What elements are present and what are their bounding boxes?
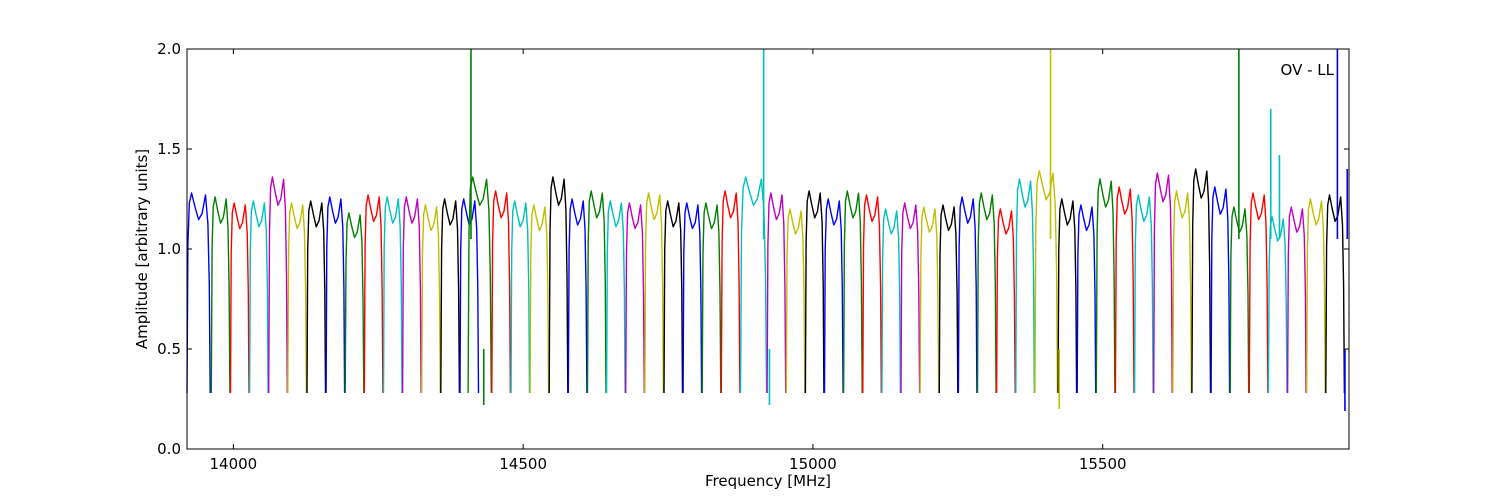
series-line-6 — [306, 200, 327, 394]
series-line-46 — [1076, 204, 1097, 394]
y-tick-label-2: 1.0 — [157, 240, 181, 258]
y-tick-label-3: 1.5 — [157, 140, 181, 158]
series-layer — [186, 49, 1349, 411]
series-line-11 — [401, 196, 422, 394]
series-line-16 — [491, 190, 512, 394]
series-line-7 — [325, 196, 346, 394]
series-line-19 — [548, 176, 569, 394]
series-line-28 — [720, 190, 741, 394]
series-line-44 — [1034, 170, 1059, 394]
y-axis-label: Amplitude [arbitrary units] — [133, 149, 151, 349]
series-line-49 — [1133, 194, 1154, 394]
series-line-58 — [1305, 198, 1326, 394]
series-line-20 — [567, 198, 588, 394]
series-line-2 — [229, 202, 250, 394]
series-line-15 — [467, 176, 492, 394]
series-line-12 — [421, 204, 441, 394]
series-line-59 — [1325, 194, 1346, 394]
series-line-9 — [363, 194, 384, 394]
series-line-51 — [1172, 190, 1193, 394]
series-line-29 — [739, 176, 768, 394]
x-tick-label-0: 14000 — [210, 455, 258, 473]
y-tick-label-4: 2.0 — [157, 40, 181, 58]
series-line-21 — [586, 190, 607, 394]
x-tick-label-2: 15000 — [789, 455, 837, 473]
series-line-1 — [210, 196, 231, 394]
series-line-5 — [287, 202, 308, 394]
ticks-layer: 14000 14500 15000 15500 0.0 0.5 1.0 1.5 2.0 — [157, 40, 1349, 473]
series-line-40 — [957, 196, 978, 394]
series-line-22 — [605, 200, 626, 394]
x-tick-label-1: 14500 — [499, 455, 547, 473]
series-line-56 — [1267, 216, 1288, 394]
series-line-35 — [862, 194, 882, 394]
series-line-55 — [1248, 192, 1269, 394]
x-tick-label-3: 15500 — [1079, 455, 1127, 473]
series-line-47 — [1095, 178, 1116, 394]
series-line-26 — [682, 202, 703, 394]
series-line-48 — [1114, 186, 1135, 394]
series-line-57 — [1286, 206, 1307, 394]
series-line-4 — [268, 176, 288, 394]
series-line-39 — [938, 204, 959, 394]
series-line-33 — [823, 198, 844, 394]
series-line-41 — [976, 192, 997, 394]
series-line-52 — [1191, 168, 1212, 394]
series-line-13 — [440, 198, 461, 394]
series-line-53 — [1210, 186, 1231, 394]
series-line-0 — [186, 192, 211, 394]
series-line-24 — [644, 192, 665, 394]
series-line-30 — [766, 192, 787, 394]
series-line-3 — [248, 200, 269, 394]
series-line-38 — [919, 206, 940, 394]
series-line-36 — [881, 208, 902, 394]
series-line-50 — [1152, 172, 1173, 394]
series-line-45 — [1057, 198, 1078, 394]
series-line-32 — [804, 190, 825, 394]
series-line-17 — [510, 200, 531, 394]
series-line-42 — [995, 208, 1016, 394]
series-line-10 — [382, 196, 403, 394]
chart-annotation: OV - LL — [1281, 61, 1335, 79]
series-line-8 — [344, 212, 365, 394]
y-tick-label-1: 0.5 — [157, 340, 181, 358]
series-line-31 — [785, 208, 806, 394]
series-line-23 — [625, 202, 645, 394]
y-tick-label-0: 0.0 — [157, 440, 181, 458]
series-line-34 — [842, 190, 863, 394]
series-line-37 — [900, 202, 921, 394]
series-line-27 — [701, 202, 722, 394]
series-line-18 — [529, 204, 550, 394]
x-axis-label: Frequency [MHz] — [705, 472, 831, 490]
series-line-25 — [663, 200, 684, 394]
series-line-43 — [1015, 178, 1036, 394]
